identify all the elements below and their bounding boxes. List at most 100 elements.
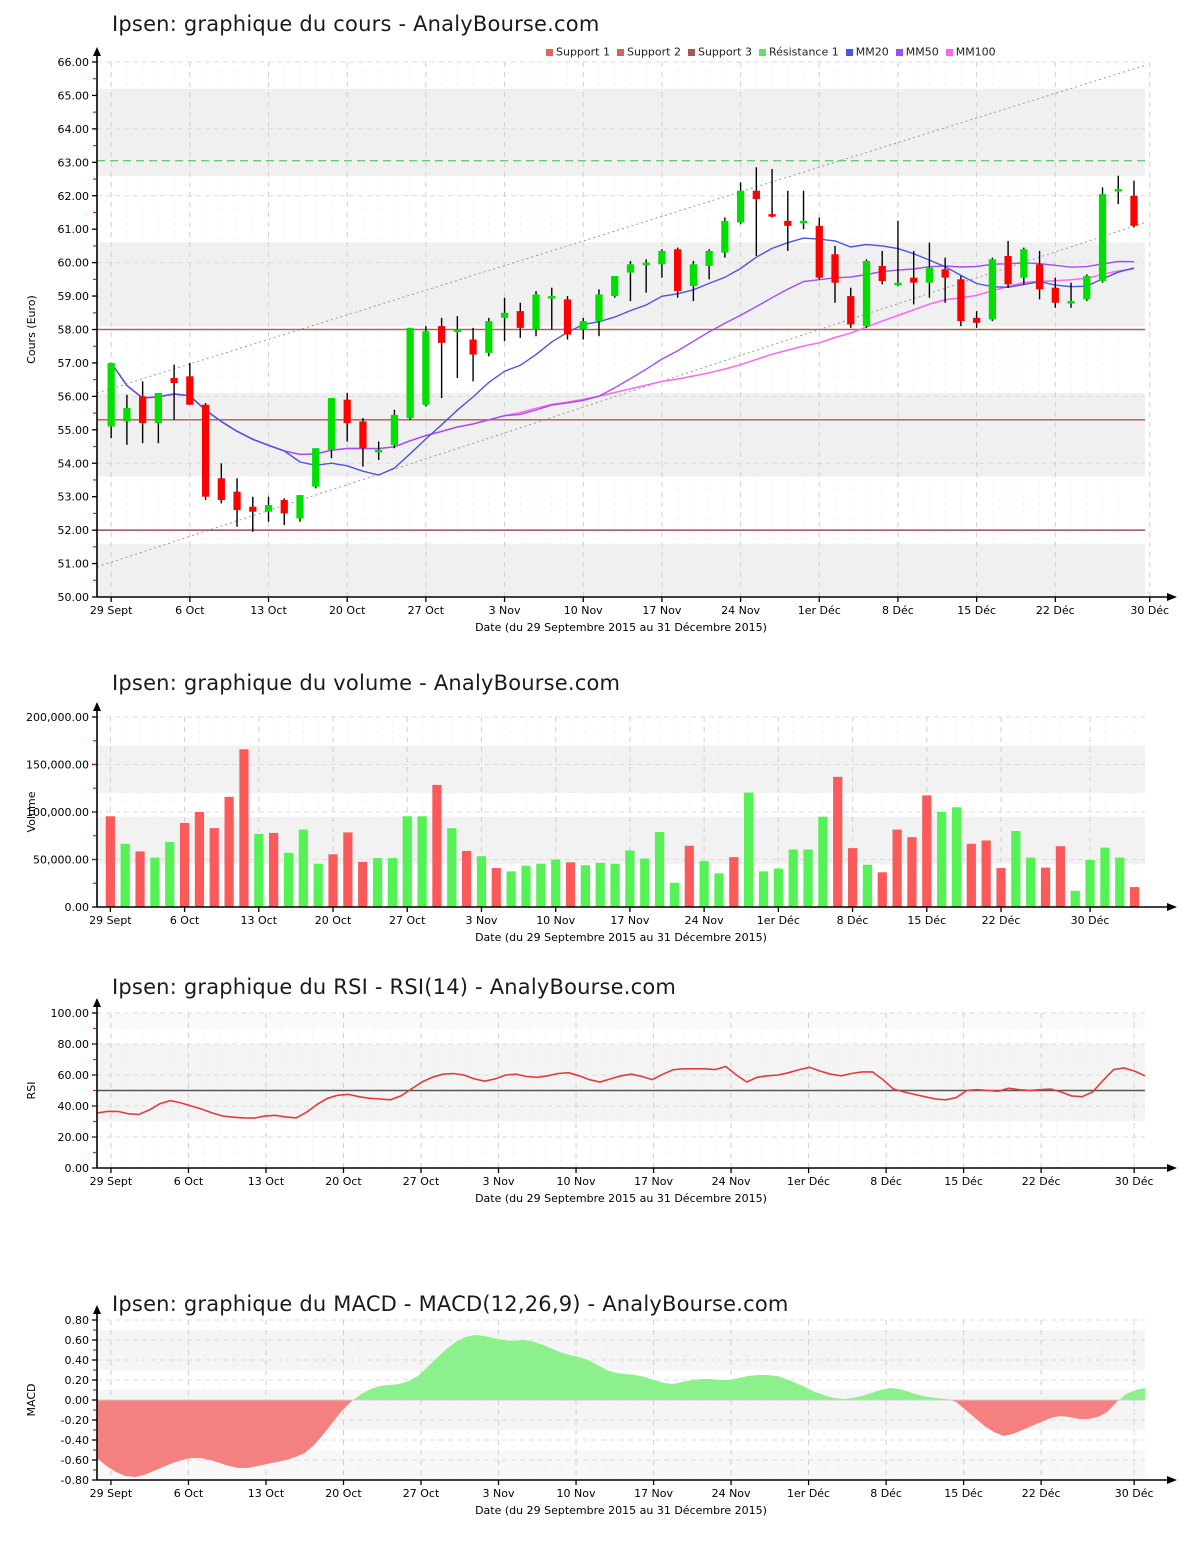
y-axis-title: Cours (Euro) [25, 295, 38, 364]
x-tick-label: 13 Oct [248, 1487, 285, 1500]
x-tick-label: 30 Déc [1115, 1487, 1154, 1500]
y-tick-label: 53.00 [58, 491, 90, 504]
y-tick-label: 55.00 [58, 424, 90, 437]
candle-body [107, 362, 115, 427]
rsi-panel: Ipsen: graphique du RSI - RSI(14) - Anal… [0, 965, 1200, 1260]
candle-body [1098, 194, 1107, 282]
plot-band [97, 1330, 1145, 1370]
x-tick-label: 8 Déc [870, 1175, 902, 1188]
volume-bar [506, 871, 516, 907]
candle-body [375, 449, 383, 453]
x-tick-label: 17 Nov [610, 914, 649, 927]
legend-item-6: MM100 [945, 45, 996, 59]
x-tick-label: 29 Sept [90, 604, 133, 617]
x-tick-label: 27 Oct [403, 1487, 440, 1500]
candle-body [611, 276, 619, 297]
volume-bar [105, 816, 115, 907]
volume-bar [224, 796, 234, 907]
x-tick-label: 29 Sept [90, 1175, 133, 1188]
legend-item-5: MM50 [895, 45, 939, 59]
legend-item-0: Support 1 [546, 45, 610, 59]
volume-bar [803, 849, 813, 907]
volume-bar [1100, 847, 1110, 907]
volume-bar [1070, 890, 1080, 907]
volume-bar [1026, 857, 1036, 907]
legend-label: MM20 [855, 45, 889, 59]
y-tick-label: 40.00 [58, 1100, 90, 1113]
candle-body [532, 294, 540, 330]
x-tick-label: 15 Déc [944, 1175, 983, 1188]
x-axis-arrow-icon [1167, 593, 1177, 601]
x-tick-label: 24 Nov [685, 914, 724, 927]
x-tick-label: 24 Nov [721, 604, 760, 617]
price-chart-legend: Support 1 Support 2 Support 3 Résistance 1 M… [546, 45, 1003, 59]
candle-body [500, 312, 509, 318]
x-tick-label: 3 Nov [483, 1175, 515, 1188]
rsi-chart-title: Ipsen: graphique du RSI - RSI(14) - Anal… [112, 975, 677, 999]
volume-bar [283, 852, 294, 907]
candle-body [485, 321, 493, 353]
x-tick-label: 8 Déc [882, 604, 914, 617]
volume-bar [773, 868, 783, 907]
candle-body [516, 311, 524, 328]
y-axis-arrow-icon [93, 1305, 101, 1314]
volume-bar [536, 863, 546, 907]
y-tick-label: 58.00 [58, 324, 90, 337]
plot-band [97, 88, 1145, 176]
volume-bar [937, 812, 947, 907]
volume-bar [372, 858, 383, 907]
x-axis-title: Date (du 29 Septembre 2015 au 31 Décembr… [475, 931, 767, 944]
legend-swatch-icon [758, 48, 766, 56]
y-tick-label: 64.00 [58, 123, 90, 136]
volume-bar [254, 833, 264, 907]
price-panel: Ipsen: graphique du cours - AnalyBourse.… [0, 0, 1200, 645]
candle-body [815, 225, 823, 278]
candle-body [925, 267, 934, 283]
y-axis-arrow-icon [93, 702, 101, 711]
y-tick-label: -0.80 [61, 1474, 89, 1487]
volume-bar [610, 863, 620, 907]
candle-body [280, 500, 288, 514]
legend-item-3: Résistance 1 [758, 45, 839, 59]
legend-swatch-icon [945, 48, 953, 56]
legend-label: MM50 [905, 45, 939, 59]
volume-bar [714, 873, 724, 907]
y-tick-label: 65.00 [58, 89, 90, 102]
volume-bar [669, 882, 680, 907]
candle-body [343, 399, 351, 424]
x-tick-label: 17 Nov [634, 1487, 673, 1500]
legend-swatch-icon [546, 48, 553, 56]
volume-bar [491, 868, 501, 907]
legend-swatch-icon [687, 48, 695, 56]
x-tick-label: 20 Oct [315, 914, 352, 927]
mm20-line [110, 237, 1135, 476]
candle-body [988, 259, 996, 320]
candle-body [941, 269, 949, 278]
volume-bar [744, 792, 754, 907]
candle-body [422, 331, 430, 405]
volume-bar [150, 857, 160, 907]
volume-bar [120, 843, 130, 907]
legend-item-4: MM20 [845, 45, 889, 59]
candle-body [626, 264, 635, 273]
legend-swatch-icon [616, 48, 624, 56]
x-tick-label: 22 Déc [1022, 1487, 1061, 1500]
candle-body [736, 190, 745, 223]
candle-body [186, 376, 194, 405]
candle-body [862, 260, 871, 327]
y-tick-label: 62.00 [58, 190, 90, 203]
volume-bar [194, 812, 205, 907]
volume-bar [209, 828, 219, 907]
y-tick-label: 0.60 [65, 1334, 90, 1347]
candle-body [327, 398, 336, 450]
candle-body [894, 282, 902, 286]
x-tick-label: 8 Déc [837, 914, 869, 927]
x-tick-label: 17 Nov [634, 1175, 673, 1188]
volume-bar [551, 859, 561, 907]
volume-bar [1130, 887, 1140, 907]
x-tick-label: 13 Oct [250, 604, 287, 617]
candle-body [674, 249, 682, 292]
plot-band [97, 1044, 1145, 1122]
candle-body [264, 505, 273, 512]
x-tick-label: 6 Oct [174, 1487, 204, 1500]
